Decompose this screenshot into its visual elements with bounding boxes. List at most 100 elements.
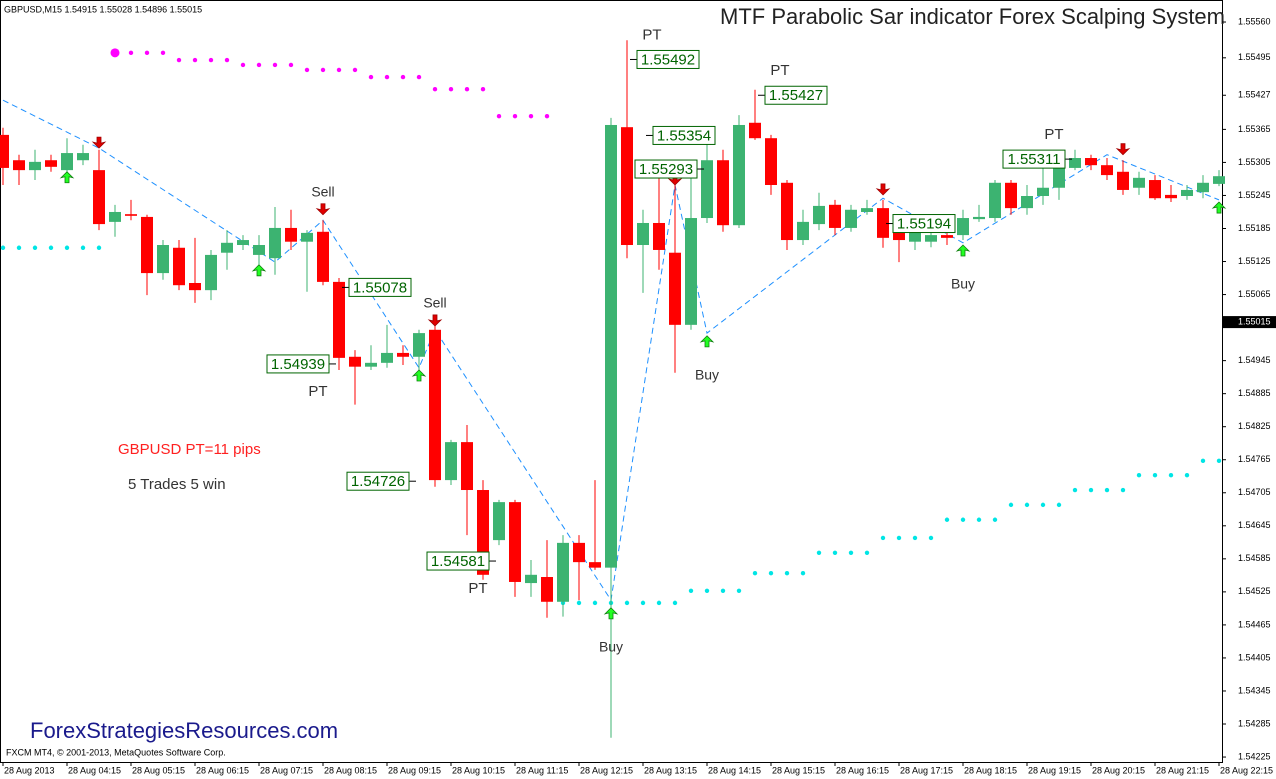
y-tick-label: 1.55495 (1238, 52, 1271, 62)
price-box (764, 85, 828, 105)
sar-dot (672, 600, 678, 606)
sar-dot (304, 67, 310, 73)
candle-body (605, 124, 617, 568)
y-tick-label: 1.54645 (1238, 520, 1271, 530)
buy-arrow (251, 264, 267, 277)
x-tick-label: 28 Aug 19:15 (1028, 765, 1081, 775)
sar-dot (1104, 487, 1110, 493)
candle-body (781, 182, 793, 241)
candle-body (221, 242, 233, 253)
y-tick-label: 1.54885 (1238, 388, 1271, 398)
candle-body (461, 442, 473, 491)
x-tick-label: 28 Aug 22:15 (1220, 765, 1273, 775)
sar-dot (352, 67, 358, 73)
sar-dot (976, 517, 982, 522)
sar-dot (110, 48, 120, 58)
sar-dot (128, 50, 134, 56)
sar-dot (896, 535, 902, 541)
candle-body (445, 442, 457, 481)
sar-dot (384, 74, 390, 80)
sar-dot (240, 62, 246, 68)
sar-dot (1040, 502, 1046, 508)
candle-body (829, 204, 841, 228)
y-tick-label: 1.55305 (1238, 157, 1271, 167)
sar-dot (32, 245, 38, 250)
y-tick-label: 1.54945 (1238, 355, 1271, 365)
candle-body (493, 502, 505, 541)
note: 5 Trades 5 win (128, 476, 226, 493)
sar-dot (576, 600, 582, 606)
candle-body (845, 209, 857, 228)
sar-dot (1088, 487, 1094, 493)
sell-arrow (427, 314, 443, 327)
candle-body (173, 247, 185, 286)
y-tick-label: 1.54225 (1238, 751, 1271, 761)
sar-dot (496, 113, 502, 119)
buy-arrow (699, 335, 715, 348)
sar-dot (48, 245, 54, 250)
y-tick-label: 1.54525 (1238, 586, 1271, 596)
x-tick-label: 28 Aug 05:15 (132, 765, 185, 775)
price-box (348, 277, 412, 297)
x-tick-label: 28 Aug 15:15 (772, 765, 825, 775)
candle-body (973, 216, 985, 220)
candle-body (733, 124, 745, 226)
sar-dot (880, 535, 886, 541)
sar-dot (256, 62, 262, 68)
candle-body (1117, 171, 1129, 190)
price-box (426, 551, 490, 571)
sar-dot (64, 245, 70, 250)
sar-dot (96, 245, 102, 250)
sar-dot (432, 86, 438, 92)
y-tick-label: 1.54825 (1238, 421, 1271, 431)
x-tick-label: 28 Aug 2013 (4, 765, 55, 775)
price-box-label: 1.55427 (769, 87, 823, 104)
buy-arrow (59, 171, 75, 184)
candle-body (1213, 176, 1225, 184)
candle-body (1037, 187, 1049, 197)
dots-layer (0, 48, 1222, 606)
candle-body (1181, 189, 1193, 197)
note: GBPUSD PT=11 pips (118, 441, 261, 458)
sar-dot (752, 570, 758, 576)
candle-body (765, 138, 777, 185)
candle-body (589, 562, 601, 568)
y-tick-label: 1.55245 (1238, 190, 1271, 200)
candle-body (1165, 194, 1177, 199)
sar-dot (688, 588, 694, 593)
sar-dot (1200, 458, 1206, 464)
candle-body (45, 160, 57, 167)
candle-body (141, 216, 153, 274)
sar-dot (176, 57, 182, 63)
candle-body (61, 153, 73, 171)
price-box (634, 159, 698, 179)
candle-body (413, 333, 425, 357)
x-tick-label: 28 Aug 18:15 (964, 765, 1017, 775)
buy-arrow (411, 369, 427, 382)
candle-body (269, 227, 281, 259)
candle-body (1069, 158, 1081, 168)
x-tick-label: 28 Aug 08:15 (324, 765, 377, 775)
x-tick-label: 28 Aug 20:15 (1092, 765, 1145, 775)
candle-body (717, 160, 729, 226)
sar-dot (928, 535, 934, 541)
y-tick-label: 1.54705 (1238, 487, 1271, 497)
candle-body (317, 231, 329, 282)
candle-body (29, 161, 41, 171)
sar-dot (944, 517, 950, 522)
pt-label: PT (308, 383, 327, 400)
sar-dot (720, 588, 726, 593)
candle-body (285, 227, 297, 242)
price-box-label: 1.55492 (641, 51, 695, 68)
annotation-layer: Sell Sell Buy Buy Buy 1.55492 PT 1.55354 1.55293… (59, 26, 1227, 655)
candle-body (877, 208, 889, 238)
candle-body (365, 362, 377, 367)
candle-body (1053, 166, 1065, 188)
x-tick-label: 28 Aug 16:15 (836, 765, 889, 775)
pt-label: PT (468, 580, 487, 597)
candle-body (189, 282, 201, 291)
sar-dot (1152, 472, 1158, 478)
sell-arrow (1115, 143, 1131, 156)
x-tick-label: 28 Aug 04:15 (68, 765, 121, 775)
